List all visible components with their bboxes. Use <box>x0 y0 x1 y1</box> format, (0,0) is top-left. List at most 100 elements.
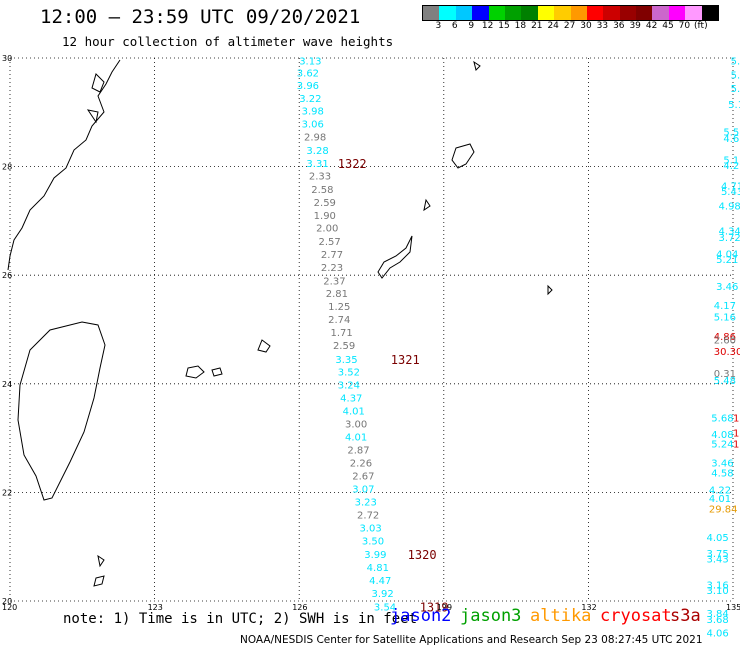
wave-height-label: 4.37 <box>340 393 362 404</box>
wave-height-label: 2.58 <box>311 185 333 196</box>
wave-height-label: 2.98 <box>304 133 326 144</box>
wave-height-label: 4.34 <box>719 227 740 238</box>
wave-height-label: 5.1 <box>728 100 740 111</box>
wave-height-label: 5.16 <box>714 312 736 323</box>
latitude-tick-label: 20 <box>2 597 12 606</box>
latitude-tick-label: 22 <box>2 488 12 497</box>
longitude-tick-label: 120 <box>2 603 17 612</box>
wave-height-labels: 3.133.623.96 3.22 3.98 3.06 2.98 3.28 3.312.33… <box>297 57 740 640</box>
wave-height-label: 3.72 <box>719 233 740 244</box>
wave-height-label: 3.62 <box>297 69 319 80</box>
wave-height-label: 5.43 <box>721 187 740 198</box>
colorbar-tick-label: 15 <box>498 21 510 31</box>
colorbar-tick-label: 45 <box>662 21 674 31</box>
wave-height-label: 1.25 <box>328 302 350 313</box>
axis-tick-labels: 120 123 126 129 132 135 30 28 26 24 22 20 <box>2 54 740 612</box>
longitude-tick-label: 129 <box>437 603 452 612</box>
wave-height-label: 3.43 <box>706 555 728 566</box>
wave-height-label: 3.28 <box>306 146 328 157</box>
map-title: 12:00 — 23:59 UTC 09/20/2021 <box>40 6 361 28</box>
wave-height-label: 4.05 <box>706 533 728 544</box>
wave-height-label: 5. <box>731 70 740 81</box>
wave-height-label: 2.59 <box>333 341 355 352</box>
wave-height-label: 4.01 <box>709 494 731 505</box>
wave-height-label: 2.87 <box>347 446 369 457</box>
latitude-tick-label: 26 <box>2 271 12 280</box>
wave-height-label: 1 <box>733 413 739 424</box>
wave-height-label: 4.98 <box>719 202 740 213</box>
wave-height-label: 2.81 <box>326 289 348 300</box>
wave-height-label: 4.01 <box>345 432 367 443</box>
wave-height-label: 3.98 <box>302 107 324 118</box>
wave-height-label: 4.08 <box>711 430 733 441</box>
china-coastline <box>7 59 121 271</box>
wave-height-label: 2.77 <box>321 250 343 261</box>
wave-height-label: 4.61 <box>723 134 740 145</box>
colorbar-tick-label: 12 <box>481 21 494 31</box>
satellite-legend-cryosat: cryosat <box>600 606 672 626</box>
colorbar-tick-label: 30 <box>580 21 592 31</box>
wave-height-label: 3.75 <box>706 549 728 560</box>
wave-height-label: 4.06 <box>706 628 728 639</box>
colorbar-swatch <box>423 6 440 20</box>
colorbar-tick-label: 3 <box>435 21 442 31</box>
wave-height-label: 0.31 <box>714 369 736 380</box>
satellite-legend-jason2: jason2 <box>390 606 452 626</box>
wave-height-label: 3.07 <box>352 485 374 496</box>
wave-height-label: 5.48 <box>714 376 736 387</box>
wave-height-label: 3.92 <box>372 589 394 600</box>
longitude-tick-label: 135 <box>726 603 740 612</box>
colorbar-swatch <box>668 6 686 20</box>
colorbar-swatch <box>537 6 555 20</box>
colorbar-swatch <box>701 6 719 20</box>
wave-height-label: 4.01 <box>343 406 365 417</box>
wave-height-label: 3.00 <box>345 419 367 430</box>
taiwan-coastline <box>17 321 106 501</box>
satellite-legend-s3a: s3a <box>670 606 701 626</box>
satellite-legend-jason3: jason3 <box>460 606 522 626</box>
wave-height-label: 2.74 <box>328 315 350 326</box>
colorbar-tick-label: 21 <box>531 21 543 31</box>
wave-height-label: 3.31 <box>306 159 328 170</box>
colorbar-tick-label: 24 <box>547 21 559 31</box>
okinawa-coastline <box>377 235 413 279</box>
wave-height-label: 2.37 <box>323 277 345 288</box>
longitude-tick-label: 126 <box>292 603 307 612</box>
wave-height-label: 3.10 <box>706 586 728 597</box>
colorbar-swatch <box>521 6 538 20</box>
colorbar <box>422 5 720 21</box>
wave-height-label: 2.72 <box>357 511 379 522</box>
wave-height-label: 2.67 <box>352 472 374 483</box>
wave-height-label: 3.46 <box>716 282 738 293</box>
longitude-tick-label: 132 <box>581 603 596 612</box>
credit-line: NOAA/NESDIS Center for Satellite Applica… <box>240 634 703 646</box>
wave-height-label: 3.52 <box>338 367 360 378</box>
wave-height-label: 3.99 <box>364 550 386 561</box>
wave-height-label: 3.54 <box>374 602 396 613</box>
wave-height-label: 30.30 <box>714 347 740 358</box>
wave-height-label: 3.13 <box>299 57 321 68</box>
colorbar-swatch <box>603 6 620 20</box>
satellite-legend-altika: altika <box>530 606 592 626</box>
wave-height-label: 3.16 <box>706 581 728 592</box>
wave-height-label: 2.00 <box>316 223 338 234</box>
footer-note: note: 1) Time is in UTC; 2) SWH is in fe… <box>63 611 418 627</box>
wave-height-label: 3.23 <box>355 498 377 509</box>
wave-height-label: 3.24 <box>338 380 360 391</box>
orbit-number-label: 1319 <box>420 600 449 614</box>
wave-height-label: 1 <box>733 429 739 440</box>
colorbar-tick-label: 9 <box>468 21 475 31</box>
wave-height-label: 3.03 <box>359 524 381 535</box>
orbit-number-labels: 1322 1321 1320 1319 <box>338 157 449 615</box>
colorbar-swatch <box>619 6 637 20</box>
orbit-number-label: 1322 <box>338 157 367 171</box>
colorbar-ticks: 3 6 9 12 15 18 21 24 27 30 33 36 39 42 45 70 (ft) <box>422 21 740 35</box>
wave-height-label: 2.33 <box>309 171 331 182</box>
wave-height-label: 5.18 <box>723 156 740 167</box>
wave-height-label: 5.68 <box>711 413 733 424</box>
map-subtitle: 12 hour collection of altimeter wave hei… <box>62 34 394 49</box>
wave-height-label: 4.04 <box>716 249 738 260</box>
wave-height-label: 5. <box>731 57 740 68</box>
colorbar-swatch <box>554 6 571 20</box>
